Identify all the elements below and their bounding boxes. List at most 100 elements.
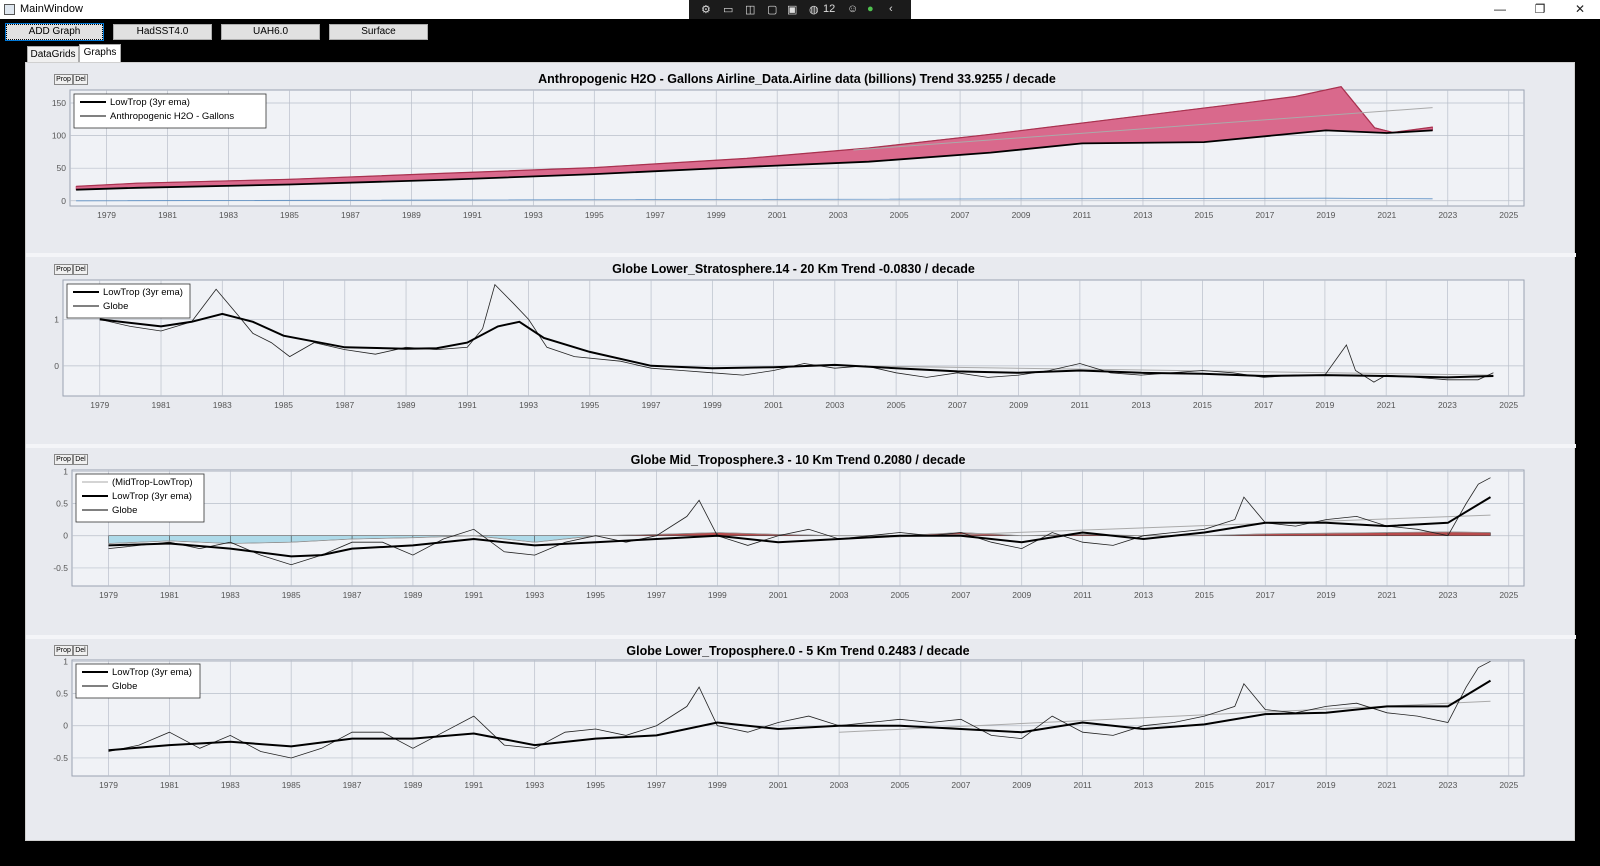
minimize-button[interactable]: — <box>1494 2 1506 16</box>
x-tick-label: 1995 <box>580 400 599 410</box>
x-tick-label: 1981 <box>160 590 179 600</box>
prop-button[interactable]: Prop <box>54 74 73 85</box>
x-tick-label: 1991 <box>463 210 482 220</box>
y-tick-label: 0 <box>63 721 68 731</box>
chevron-left-icon[interactable]: ‹ <box>889 3 893 15</box>
x-tick-label: 2005 <box>891 780 910 790</box>
x-tick-label: 2023 <box>1438 210 1457 220</box>
x-tick-label: 1985 <box>274 400 293 410</box>
x-tick-label: 1983 <box>221 780 240 790</box>
tab-graphs[interactable]: Graphs <box>79 44 121 63</box>
tab-datagrids[interactable]: DataGrids <box>27 46 79 63</box>
surface-button[interactable]: Surface <box>329 24 428 40</box>
restore-button[interactable]: ❐ <box>1534 2 1546 16</box>
x-tick-label: 2001 <box>769 590 788 600</box>
x-tick-label: 2023 <box>1438 400 1457 410</box>
x-tick-label: 2025 <box>1499 400 1518 410</box>
participants-icon[interactable]: ◍ <box>809 4 819 16</box>
y-tick-label: 100 <box>52 131 66 141</box>
y-tick-label: 0 <box>61 196 66 206</box>
chart-title: Anthropogenic H2O - Gallons Airline_Data… <box>538 72 1056 86</box>
del-button[interactable]: Del <box>73 74 88 85</box>
prop-button[interactable]: Prop <box>54 454 73 465</box>
x-tick-label: 2019 <box>1317 780 1336 790</box>
chart-title: Globe Lower_Troposphere.0 - 5 Km Trend 0… <box>626 644 969 658</box>
x-tick-label: 2005 <box>891 590 910 600</box>
x-tick-label: 1993 <box>525 590 544 600</box>
x-tick-label: 2007 <box>948 400 967 410</box>
x-tick-label: 2001 <box>768 210 787 220</box>
hadsst-button[interactable]: HadSST4.0 <box>113 24 212 40</box>
prop-button[interactable]: Prop <box>54 645 73 656</box>
add-graph-button[interactable]: ADD Graph <box>5 23 104 41</box>
legend-box <box>66 283 191 319</box>
plot-area <box>62 279 1525 397</box>
legend-box <box>73 93 267 129</box>
accessibility-icon[interactable]: ☺ <box>847 3 859 15</box>
x-tick-label: 2005 <box>887 400 906 410</box>
x-tick-label: 1987 <box>341 210 360 220</box>
series-line-globe <box>108 477 1491 566</box>
series-line-lowtrop <box>99 312 1494 379</box>
x-tick-label: 1999 <box>708 780 727 790</box>
check-icon[interactable]: ● <box>867 3 874 15</box>
del-button[interactable]: Del <box>73 264 88 275</box>
close-button[interactable]: ✕ <box>1574 2 1586 16</box>
x-tick-label: 2023 <box>1438 780 1457 790</box>
x-tick-label: 2013 <box>1134 210 1153 220</box>
del-button[interactable]: Del <box>73 645 88 656</box>
x-tick-label: 2007 <box>951 210 970 220</box>
x-tick-label: 2019 <box>1317 590 1336 600</box>
screen-share-icon[interactable]: ◫ <box>745 4 756 16</box>
chart-title: Globe Lower_Stratosphere.14 - 20 Km Tren… <box>612 262 975 276</box>
x-tick-label: 1983 <box>213 400 232 410</box>
x-tick-label: 2005 <box>890 210 909 220</box>
x-tick-label: 1989 <box>403 780 422 790</box>
x-tick-label: 1981 <box>160 780 179 790</box>
del-button[interactable]: Del <box>73 454 88 465</box>
y-tick-label: 0 <box>54 361 59 371</box>
legend-label: LowTrop (3yr ema) <box>110 97 190 108</box>
camera-icon[interactable]: ▭ <box>723 4 734 16</box>
y-tick-label: 0.5 <box>56 499 68 509</box>
prop-button[interactable]: Prop <box>54 264 73 275</box>
x-tick-label: 2025 <box>1499 780 1518 790</box>
x-tick-label: 2007 <box>951 780 970 790</box>
x-tick-label: 1991 <box>458 400 477 410</box>
x-tick-label: 1985 <box>280 210 299 220</box>
x-tick-label: 1987 <box>343 590 362 600</box>
x-tick-label: 2025 <box>1499 590 1518 600</box>
monitor-icon[interactable]: ▣ <box>787 4 798 16</box>
x-tick-label: 1997 <box>642 400 661 410</box>
y-tick-label: -0.5 <box>53 753 68 763</box>
x-tick-label: 1993 <box>519 400 538 410</box>
x-tick-label: 1991 <box>464 780 483 790</box>
window-icon[interactable]: ▢ <box>767 4 778 16</box>
plot-area <box>71 469 1525 587</box>
x-tick-label: 1983 <box>219 210 238 220</box>
x-tick-label: 2009 <box>1012 780 1031 790</box>
series-line-lowtrop <box>108 679 1492 752</box>
uah-button[interactable]: UAH6.0 <box>221 24 320 40</box>
series-line-h2o <box>76 86 1433 187</box>
x-tick-label: 1987 <box>343 780 362 790</box>
x-tick-label: 2013 <box>1132 400 1151 410</box>
x-tick-label: 2013 <box>1134 780 1153 790</box>
x-tick-label: 1989 <box>397 400 416 410</box>
x-tick-label: 1985 <box>282 590 301 600</box>
x-tick-label: 1997 <box>647 780 666 790</box>
y-tick-label: -0.5 <box>53 563 68 573</box>
legend-label: Globe <box>103 301 128 312</box>
x-tick-label: 1989 <box>403 590 422 600</box>
y-tick-label: 150 <box>52 98 66 108</box>
series-line-difference <box>108 531 1491 544</box>
series-line-lowtrop <box>108 496 1492 558</box>
x-tick-label: 1979 <box>99 780 118 790</box>
x-tick-label: 2003 <box>830 590 849 600</box>
settings-icon[interactable]: ⚙ <box>701 4 711 16</box>
charts-canvas: Anthropogenic H2O - Gallons Airline_Data… <box>52 72 1525 790</box>
x-tick-label: 1999 <box>703 400 722 410</box>
graphs-panel: Prop Del Prop Del Prop Del Prop Del Anth… <box>25 62 1576 841</box>
y-tick-label: 50 <box>57 163 67 173</box>
x-tick-label: 2003 <box>825 400 844 410</box>
